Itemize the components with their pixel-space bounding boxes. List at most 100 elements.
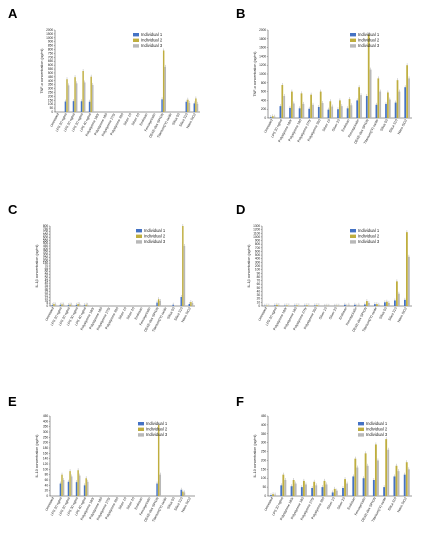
bar [83,485,86,496]
legend-label: Individual 3 [144,239,166,244]
bar [311,488,314,496]
bar [407,469,410,496]
category-label: Silver 20 [126,307,136,321]
y-tick-label: 20 [45,489,49,493]
bar [374,304,376,306]
bar [325,484,328,496]
category-label: Silica 50 [166,307,176,320]
y-tick-label: 550 [43,238,49,242]
legend-swatch [358,422,364,426]
legend-label: Individual 2 [366,427,388,432]
y-tick-label: 700 [43,230,49,234]
bar [298,108,301,118]
category-label: Silica 310 [173,496,183,511]
bar [364,304,366,306]
category-label: Untreated [257,306,268,321]
bar [404,299,406,306]
bar [294,483,297,496]
legend-label: Individual 2 [144,234,166,239]
bar [302,103,305,118]
category-label: Untreated [49,112,60,127]
bar [289,107,291,118]
category-label: Silver 10 [322,119,332,133]
bar [159,474,162,496]
category-label: Endosan [346,496,356,510]
category-label: Silver 10 [123,113,133,127]
bar [67,481,70,496]
bar [298,305,300,306]
bar [346,483,349,496]
bar [360,95,362,118]
bar [82,71,84,112]
y-tick-label: 350 [43,425,49,429]
bar [337,109,339,118]
y-tick-label: 40 [45,483,49,487]
category-label: Silver 20 [328,307,338,321]
legend-label: Individual 3 [358,239,380,244]
y-tick-label: 1800 [259,37,266,41]
bar [271,116,274,118]
bar [69,471,71,496]
y-tick-label: 70 [45,264,49,268]
y-tick-label: 200 [261,107,267,111]
bar [286,305,288,306]
bar [331,492,334,496]
bar [372,480,375,496]
y-tick-label: 30 [257,293,261,297]
category-label: Nano SiO2 [181,496,192,513]
y-tick-label: 80 [45,473,49,477]
bar [156,302,158,306]
bar [366,301,368,306]
legend-label: Individual 1 [358,32,380,37]
y-tick-label: 400 [261,98,267,102]
bar [272,494,274,496]
bar [312,104,314,118]
chart-panel-F: F 0 50 100 150 200 250 300 350 400 450 IL-10 concen… [236,394,412,523]
y-tick-label: 400 [48,79,54,83]
bar [408,78,410,118]
bar [350,105,353,118]
bar [70,304,73,306]
category-label: Silver 20 [331,119,341,133]
bar [368,302,370,306]
category-label: Silver 10 [118,497,128,511]
bar [315,485,318,496]
bar [385,103,387,118]
bar [308,305,310,306]
bar [387,449,390,496]
y-tick-label: 20 [257,297,261,301]
y-tick-label: 300 [43,430,49,434]
bar [348,304,350,306]
y-tick-label: 800 [261,81,267,85]
bar [282,474,285,496]
y-tick-label: 160 [43,451,49,455]
legend-label: Individual 2 [146,427,168,432]
bar [187,99,189,112]
legend-swatch [350,240,356,244]
y-tick-label: 120 [43,462,49,466]
y-tick-label: 2000 [46,28,53,32]
bar [310,94,312,118]
bar [161,99,163,112]
y-tick-label: 350 [43,250,49,254]
y-tick-label: 450 [43,244,49,248]
y-tick-label: 900 [255,239,261,243]
y-tick-label: 150 [48,98,54,102]
bar [193,103,196,112]
bar [190,302,192,306]
category-label: Silica 310 [178,112,188,127]
bar [67,305,70,306]
y-axis-label: TNF-α concentration (pg/ml) [253,51,257,96]
chart-panel-D: D 010203040506070809010020030040050060070… [236,202,412,333]
y-tick-label: 180 [43,446,49,450]
category-label: Nano SiO2 [396,496,407,513]
bar [51,305,54,306]
legend-label: Individual 1 [358,228,380,233]
y-tick-label: 400 [261,423,267,427]
y-tick-label: 750 [43,227,49,231]
bar [408,256,410,306]
legend-swatch [133,38,139,42]
bar [162,50,165,112]
y-tick-label: 1200 [253,228,260,232]
bar [369,69,372,118]
